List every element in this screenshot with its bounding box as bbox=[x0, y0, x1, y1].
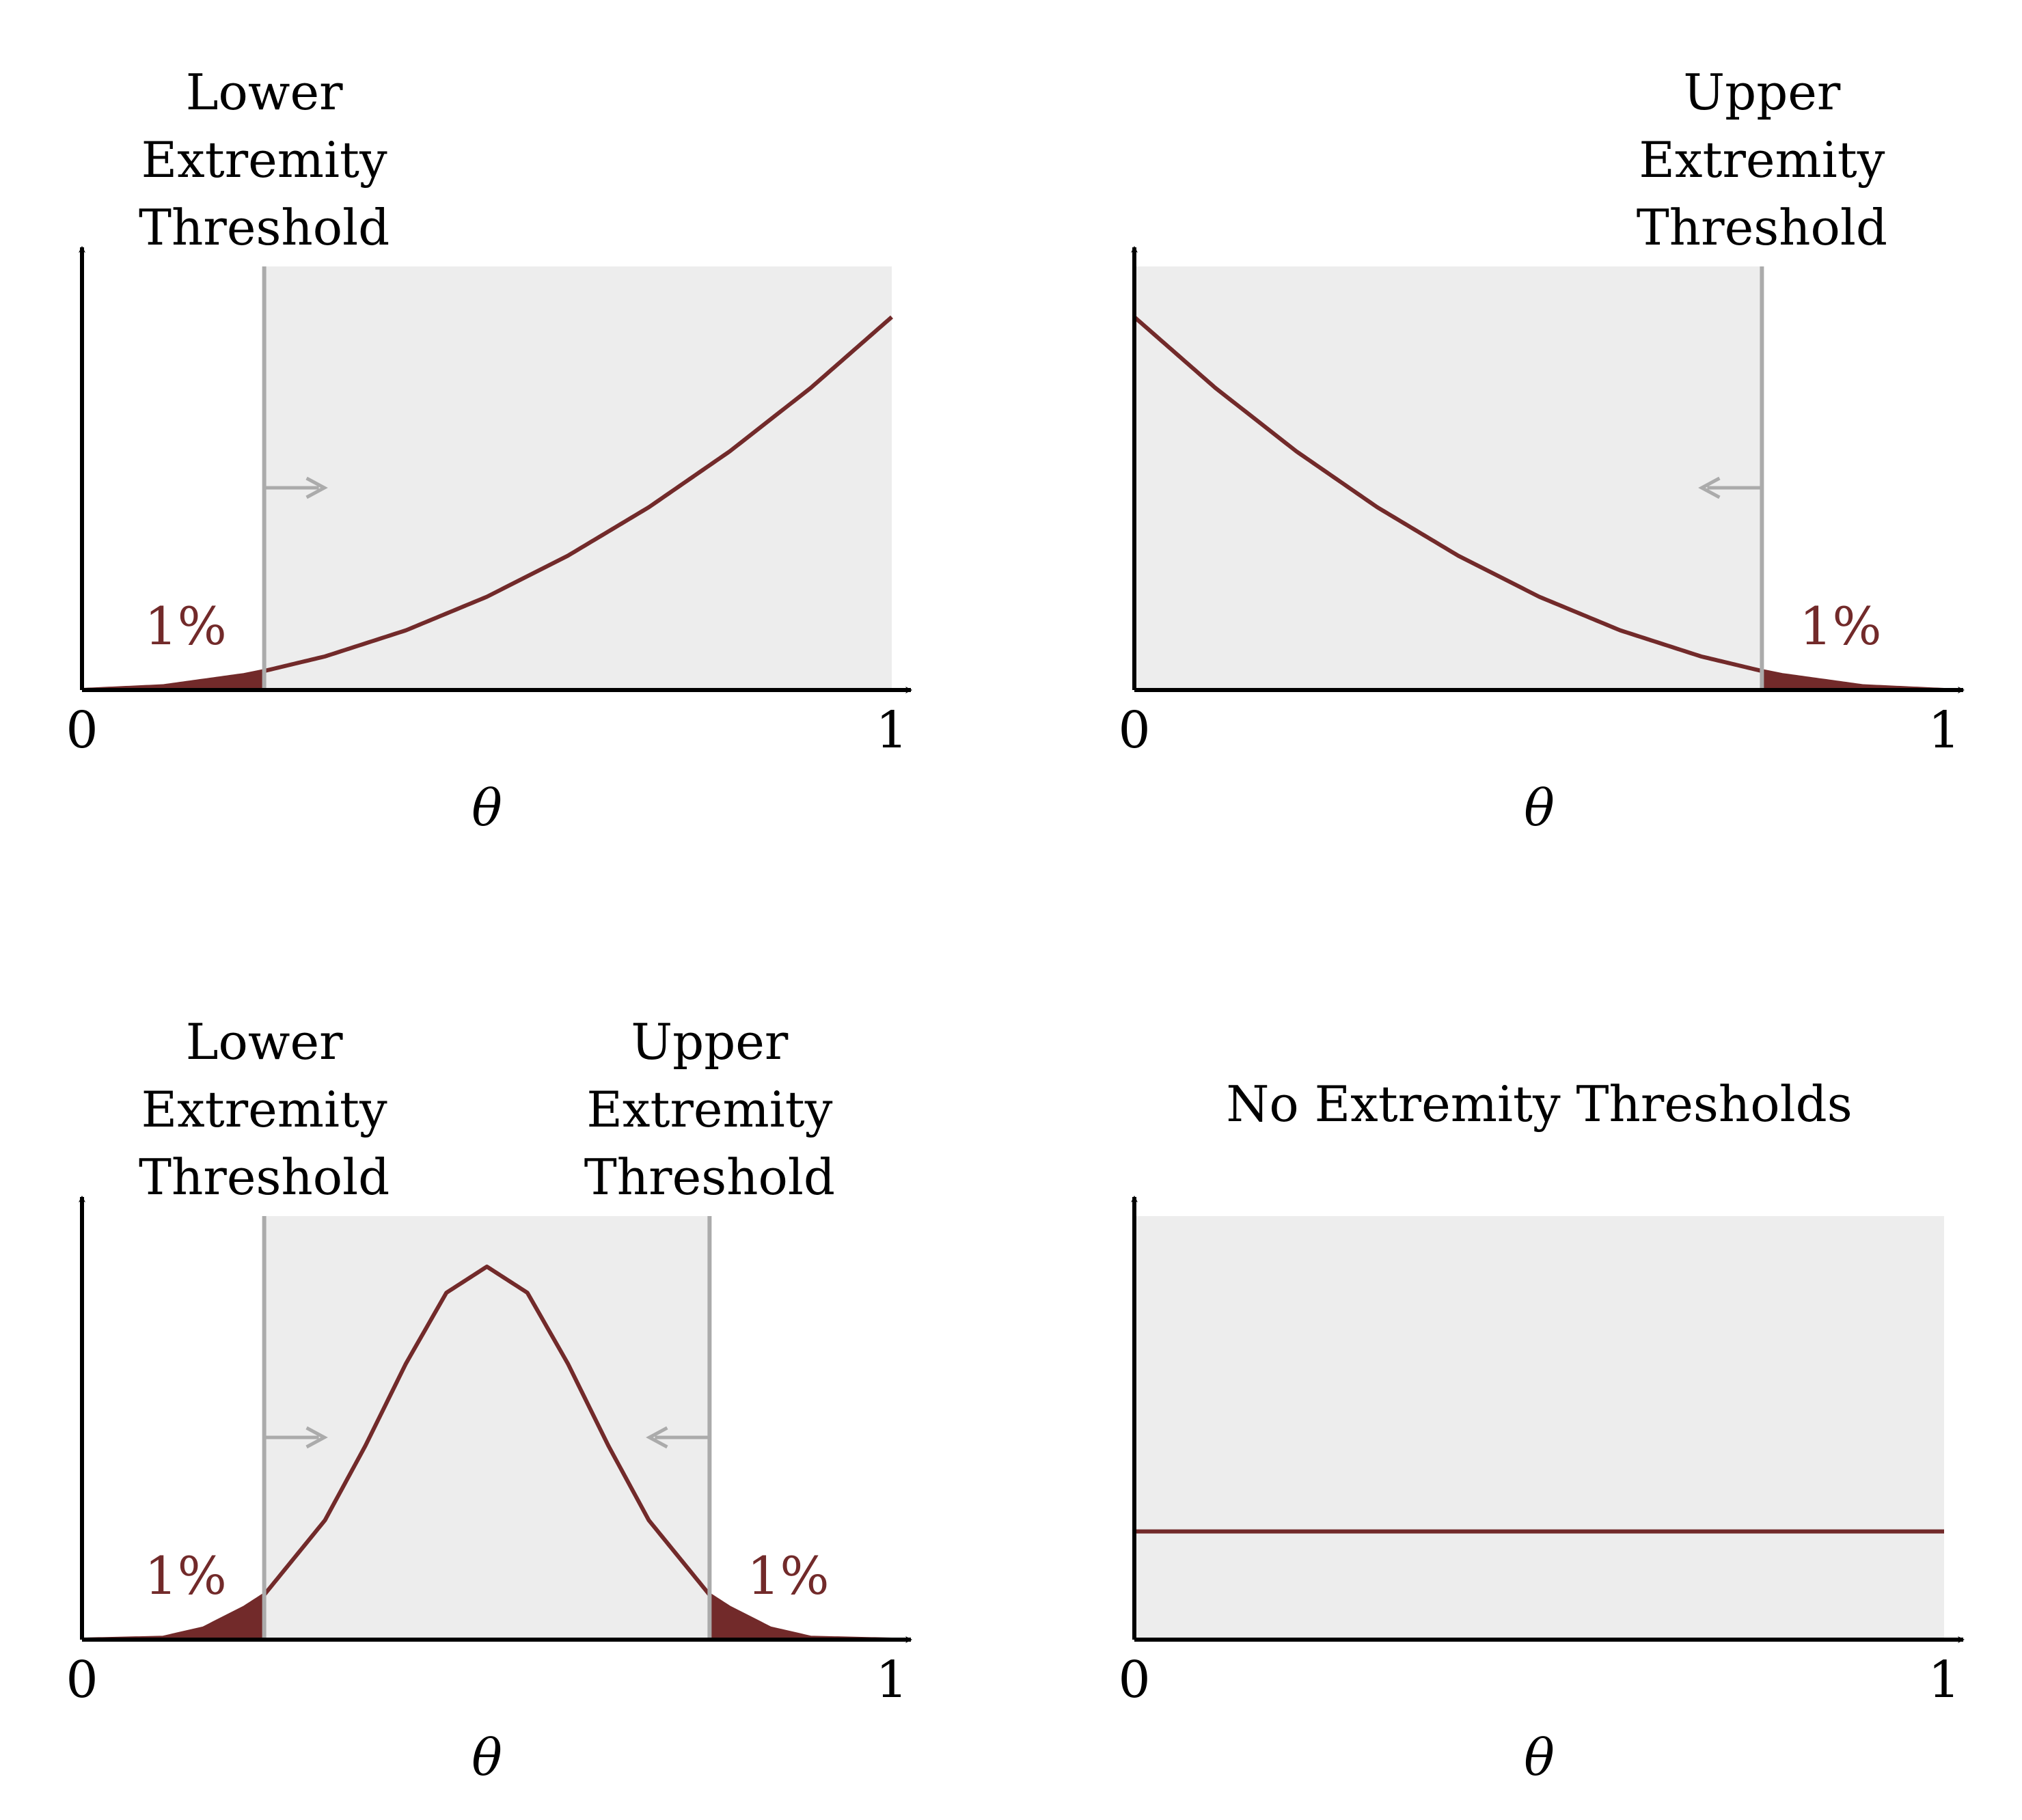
threshold-arrow-head bbox=[646, 1426, 668, 1449]
x-tick-label: 0 bbox=[1118, 1651, 1150, 1709]
x-tick-label: 0 bbox=[66, 701, 98, 760]
chart-panel-4: No Extremity Thresholds 0 1 θ bbox=[1118, 1075, 1965, 1787]
threshold-label: Threshold bbox=[139, 199, 390, 256]
tail-percent-label: 1% bbox=[747, 1545, 830, 1606]
x-tick-label: 0 bbox=[66, 1651, 98, 1709]
x-tick-label: 1 bbox=[1928, 1651, 1960, 1709]
chart-title: No Extremity Thresholds bbox=[1226, 1075, 1852, 1133]
x-tick-label: 1 bbox=[1928, 701, 1960, 760]
threshold-arrow-head bbox=[305, 476, 328, 499]
tail-fill-left bbox=[82, 1595, 264, 1640]
threshold-label: Upper bbox=[631, 1013, 788, 1071]
threshold-label: Extremity bbox=[141, 1081, 387, 1138]
threshold-label: Lower bbox=[186, 1013, 343, 1071]
shaded-region bbox=[264, 266, 892, 690]
series-line bbox=[81, 315, 893, 692]
x-tick-label: 1 bbox=[875, 1651, 907, 1709]
tail-percent-label: 1% bbox=[144, 596, 227, 657]
tail-fill-right bbox=[1762, 671, 1944, 690]
x-tick-label: 1 bbox=[875, 701, 907, 760]
tail-fill-left bbox=[82, 671, 264, 690]
threshold-label: Lower bbox=[186, 64, 343, 121]
tail-percent-label: 1% bbox=[144, 1545, 227, 1606]
x-axis-label: θ bbox=[1524, 1728, 1555, 1787]
x-axis-label: θ bbox=[472, 779, 502, 838]
tail-percent-label: 1% bbox=[1799, 596, 1882, 657]
shaded-region bbox=[264, 1216, 710, 1640]
threshold-label: Extremity bbox=[1639, 131, 1885, 189]
threshold-label: Threshold bbox=[584, 1148, 835, 1206]
chart-panel-2: Upper Extremity Threshold 1% 0 1 θ bbox=[1118, 64, 1965, 838]
threshold-arrow-head bbox=[1698, 476, 1721, 499]
threshold-label: Extremity bbox=[586, 1081, 832, 1138]
threshold-label: Upper bbox=[1683, 64, 1840, 121]
threshold-label: Threshold bbox=[139, 1148, 390, 1206]
tail-fill-right bbox=[709, 1595, 892, 1640]
series-line bbox=[81, 1265, 892, 1642]
shaded-region bbox=[1134, 1216, 1944, 1640]
shaded-region bbox=[1134, 266, 1762, 690]
threshold-arrow-head bbox=[305, 1426, 328, 1449]
threshold-label: Threshold bbox=[1637, 199, 1887, 256]
series-line bbox=[1133, 315, 1945, 692]
chart-panel-3: Lower Extremity Threshold 1% Upper Extremity T… bbox=[66, 1013, 912, 1787]
x-axis-label: θ bbox=[1524, 779, 1555, 838]
chart-panel-1: Lower Extremity Threshold 1% 0 1 θ bbox=[66, 64, 912, 838]
x-tick-label: 0 bbox=[1118, 701, 1150, 760]
threshold-label: Extremity bbox=[141, 131, 387, 189]
x-axis-label: θ bbox=[472, 1728, 502, 1787]
